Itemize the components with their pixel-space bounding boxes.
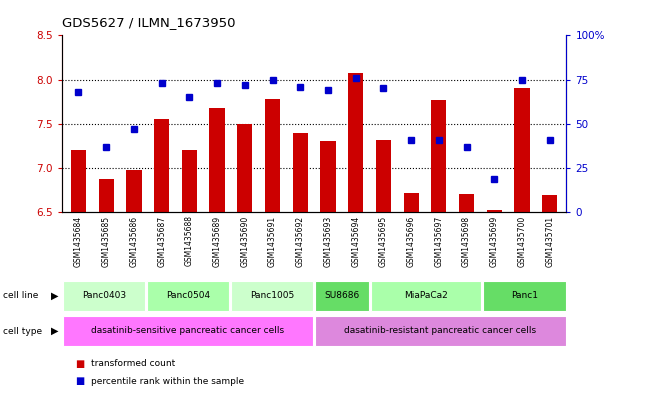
Bar — [71, 150, 86, 212]
Text: GSM1435701: GSM1435701 — [546, 215, 554, 266]
Bar — [210, 108, 225, 212]
Text: ■: ■ — [75, 376, 84, 386]
Text: GSM1435690: GSM1435690 — [240, 215, 249, 267]
Text: Panc1005: Panc1005 — [250, 290, 294, 299]
Bar — [431, 100, 447, 212]
Text: cell type: cell type — [3, 327, 42, 336]
Bar — [371, 281, 482, 311]
Bar — [459, 194, 474, 212]
Bar — [348, 73, 363, 212]
Text: GSM1435692: GSM1435692 — [296, 215, 305, 266]
Bar — [237, 124, 253, 212]
Bar — [126, 170, 141, 212]
Text: dasatinib-sensitive pancreatic cancer cells: dasatinib-sensitive pancreatic cancer ce… — [91, 326, 284, 335]
Text: Panc0403: Panc0403 — [82, 290, 126, 299]
Bar — [154, 119, 169, 212]
Text: GSM1435691: GSM1435691 — [268, 215, 277, 266]
Text: ▶: ▶ — [51, 291, 59, 301]
Bar — [98, 178, 114, 212]
Bar — [514, 88, 530, 212]
Text: GSM1435687: GSM1435687 — [157, 215, 166, 266]
Bar — [62, 281, 145, 311]
Bar — [315, 316, 566, 346]
Text: GDS5627 / ILMN_1673950: GDS5627 / ILMN_1673950 — [62, 16, 236, 29]
Text: dasatinib-resistant pancreatic cancer cells: dasatinib-resistant pancreatic cancer ce… — [344, 326, 536, 335]
Bar — [146, 281, 229, 311]
Text: GSM1435694: GSM1435694 — [351, 215, 360, 267]
Text: GSM1435689: GSM1435689 — [213, 215, 221, 266]
Text: percentile rank within the sample: percentile rank within the sample — [91, 377, 244, 386]
Text: MiaPaCa2: MiaPaCa2 — [404, 290, 448, 299]
Bar — [292, 132, 308, 212]
Bar — [62, 316, 313, 346]
Text: GSM1435698: GSM1435698 — [462, 215, 471, 266]
Bar — [315, 281, 369, 311]
Text: GSM1435700: GSM1435700 — [518, 215, 527, 267]
Text: GSM1435696: GSM1435696 — [407, 215, 415, 267]
Bar — [487, 211, 502, 212]
Bar — [376, 140, 391, 212]
Text: Panc0504: Panc0504 — [166, 290, 210, 299]
Text: transformed count: transformed count — [91, 359, 175, 368]
Bar — [265, 99, 280, 212]
Text: GSM1435699: GSM1435699 — [490, 215, 499, 267]
Text: ▶: ▶ — [51, 326, 59, 336]
Text: cell line: cell line — [3, 291, 38, 300]
Text: GSM1435684: GSM1435684 — [74, 215, 83, 266]
Bar — [542, 195, 557, 212]
Bar — [483, 281, 566, 311]
Text: ■: ■ — [75, 358, 84, 369]
Bar — [182, 150, 197, 212]
Text: GSM1435686: GSM1435686 — [130, 215, 139, 266]
Bar — [404, 193, 419, 212]
Text: GSM1435688: GSM1435688 — [185, 215, 194, 266]
Text: GSM1435695: GSM1435695 — [379, 215, 388, 267]
Text: Panc1: Panc1 — [511, 290, 538, 299]
Bar — [231, 281, 313, 311]
Text: GSM1435693: GSM1435693 — [324, 215, 333, 267]
Text: GSM1435685: GSM1435685 — [102, 215, 111, 266]
Bar — [320, 141, 336, 212]
Text: GSM1435697: GSM1435697 — [434, 215, 443, 267]
Text: SU8686: SU8686 — [324, 290, 360, 299]
